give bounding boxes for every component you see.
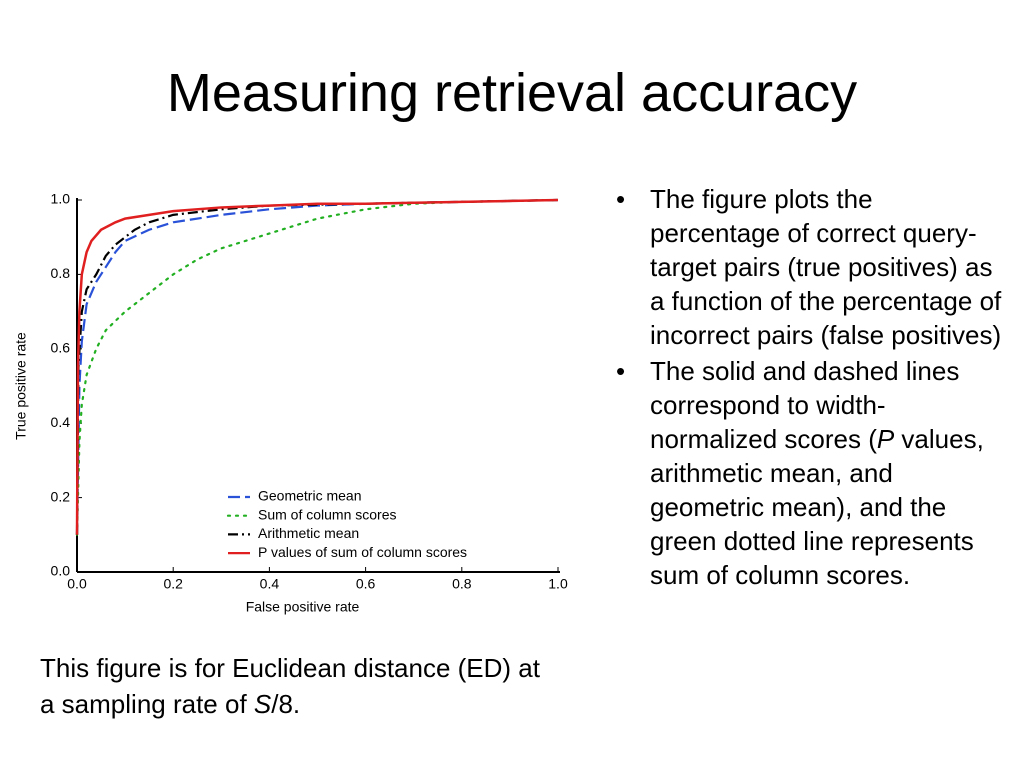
x-tick-label: 0.6 <box>356 576 376 592</box>
line-series <box>75 198 559 535</box>
x-axis-label: False positive rate <box>246 599 360 615</box>
text: The solid and dashed lines correspond to… <box>650 356 960 454</box>
line-series <box>75 198 560 536</box>
text: This figure is for Euclidean distance (E… <box>40 653 540 719</box>
x-tick-label: 0.2 <box>163 576 183 592</box>
legend-label: P values of sum of column scores <box>258 544 467 560</box>
y-tick-label: 0.8 <box>51 265 71 281</box>
y-tick-label: 0.4 <box>51 414 71 430</box>
y-tick-label: 0.0 <box>51 563 71 579</box>
x-tick-label: 0.8 <box>452 576 472 592</box>
line-series <box>75 198 559 535</box>
x-tick-label: 0.4 <box>260 576 280 592</box>
y-tick-label: 0.2 <box>51 488 71 504</box>
chart: 0.0 0.2 0.4 0.6 0.8 1.0 0.0 0.2 0.4 0.6 0.8 1.0 Fals… <box>13 191 568 615</box>
text: values, arithmetic mean, and geometric m… <box>650 424 984 590</box>
bullet-list: The figure plots the percentage of corre… <box>612 182 1002 594</box>
text: The figure plots the percentage of corre… <box>650 184 1002 350</box>
line-series <box>75 198 559 535</box>
italic-text: S <box>253 689 272 719</box>
y-axis-label: True positive rate <box>13 332 29 440</box>
x-tick-label: 0.0 <box>67 576 87 592</box>
x-tick-label: 1.0 <box>548 576 568 592</box>
caption: This figure is for Euclidean distance (E… <box>40 650 540 722</box>
bullet: The figure plots the percentage of corre… <box>612 182 1002 352</box>
legend-label: Arithmetic mean <box>258 525 359 541</box>
legend-label: Sum of column scores <box>258 506 397 522</box>
text: /8. <box>271 689 301 719</box>
bullet: The solid and dashed lines correspond to… <box>612 354 1002 592</box>
italic-text: P <box>876 424 895 454</box>
y-tick-label: 0.6 <box>51 340 71 356</box>
legend-label: Geometric mean <box>258 488 361 504</box>
slide-title: Measuring retrieval accuracy <box>166 63 858 123</box>
y-tick-label: 1.0 <box>51 191 71 207</box>
